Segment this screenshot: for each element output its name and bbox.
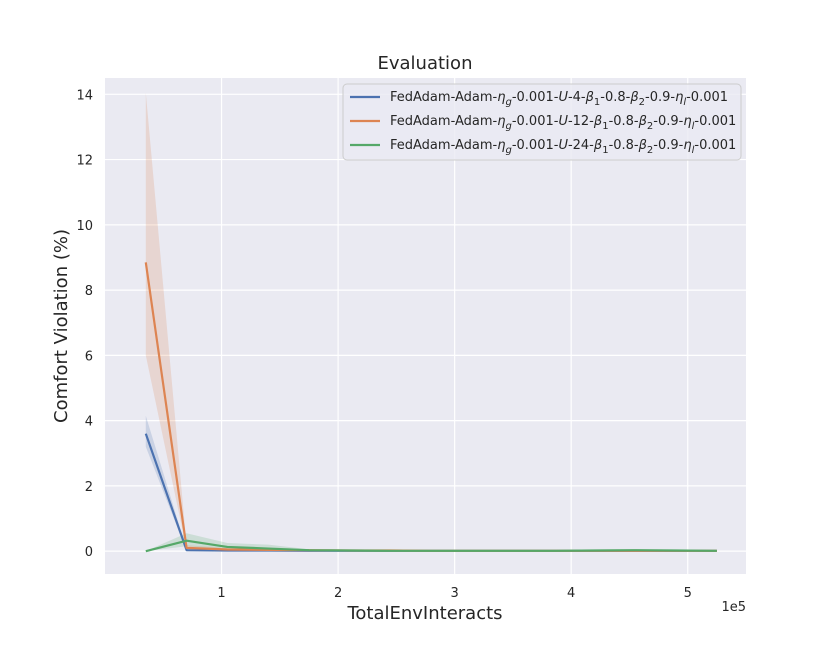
y-tick-label: 4 — [85, 415, 93, 430]
y-tick-label: 6 — [85, 349, 93, 364]
legend-label-2: FedAdam-Adam-ηg-0.001-U-12-β1-0.8-β2-0.9… — [390, 114, 736, 132]
y-tick-label: 14 — [76, 88, 93, 103]
legend-label-1: FedAdam-Adam-ηg-0.001-U-4-β1-0.8-β2-0.9-… — [390, 90, 728, 108]
legend-label-3: FedAdam-Adam-ηg-0.001-U-24-β1-0.8-β2-0.9… — [390, 138, 736, 156]
y-tick-label: 10 — [76, 219, 93, 234]
x-tick-label: 2 — [334, 586, 342, 601]
x-tick-label: 1 — [217, 586, 225, 601]
y-axis-ticks: 0 2 4 6 8 10 12 14 — [76, 88, 93, 560]
y-tick-label: 12 — [76, 154, 93, 169]
x-tick-label: 5 — [684, 586, 692, 601]
y-tick-label: 8 — [85, 284, 93, 299]
y-axis-label: Comfort Violation (%) — [51, 229, 72, 423]
chart-title: Evaluation — [378, 53, 473, 74]
x-axis-label: TotalEnvInteracts — [346, 603, 502, 624]
gridlines — [105, 78, 746, 574]
x-tick-label: 4 — [567, 586, 575, 601]
x-axis-ticks: 1 2 3 4 5 — [217, 586, 691, 601]
x-tick-label: 3 — [450, 586, 458, 601]
plot-background — [105, 78, 746, 574]
y-tick-label: 0 — [85, 545, 93, 560]
series-lines — [144, 262, 717, 553]
legend: FedAdam-Adam-ηg-0.001-U-4-β1-0.8-β2-0.9-… — [342, 83, 742, 161]
y-tick-label: 2 — [85, 480, 93, 495]
x-axis-offset-label: 1e5 — [721, 600, 746, 615]
legend-box — [342, 83, 742, 161]
